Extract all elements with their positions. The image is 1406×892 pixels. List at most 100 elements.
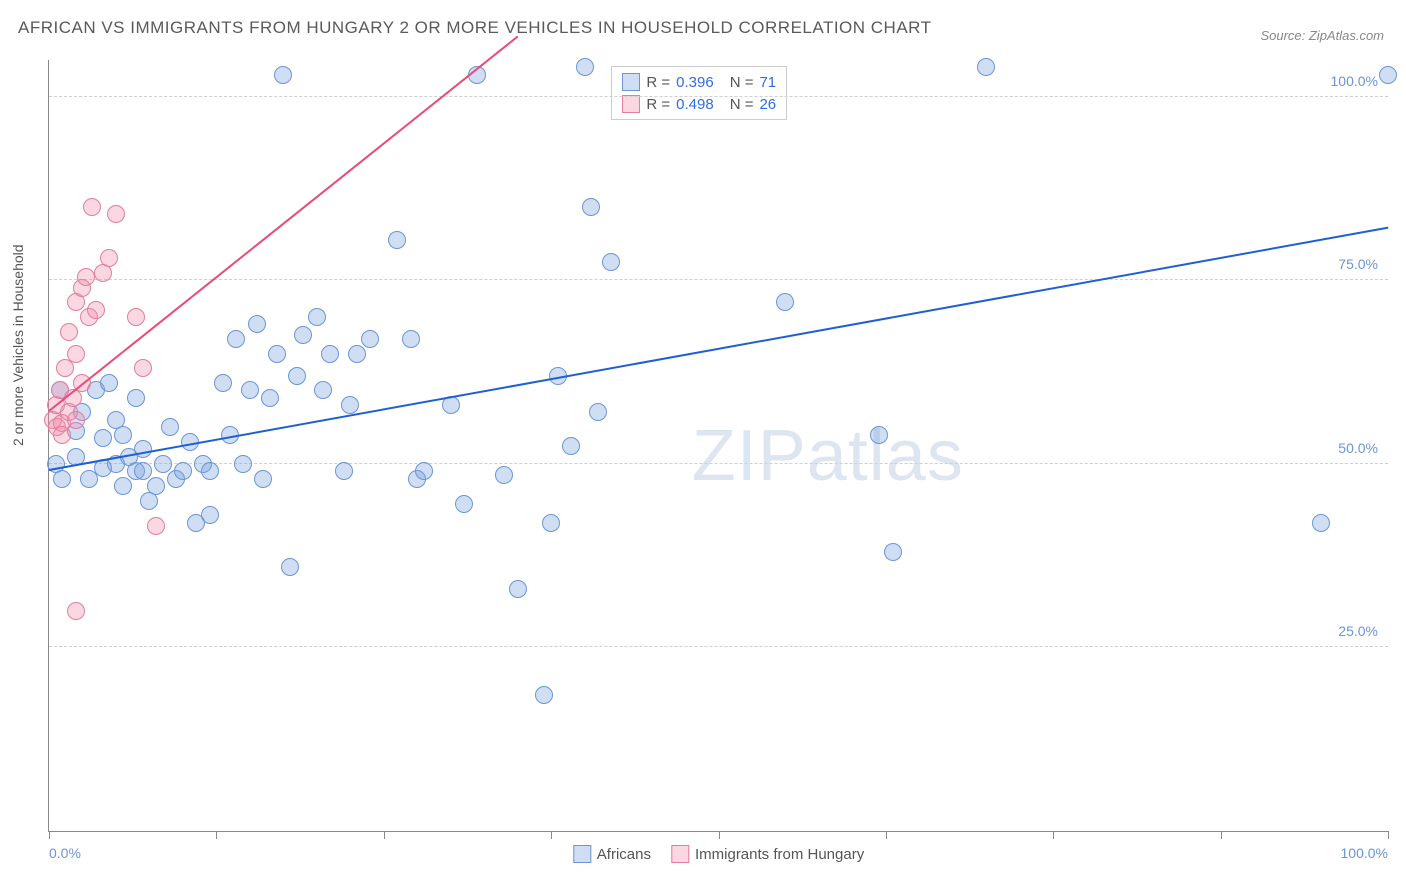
chart-title: AFRICAN VS IMMIGRANTS FROM HUNGARY 2 OR …: [18, 18, 932, 38]
data-point: [254, 470, 272, 488]
correlation-legend: R = 0.396 N = 71 R = 0.498 N = 26: [611, 66, 787, 120]
watermark: ZIPatlas: [692, 415, 964, 497]
data-point: [589, 403, 607, 421]
data-point: [495, 466, 513, 484]
data-point: [234, 455, 252, 473]
data-point: [60, 323, 78, 341]
n-label: N =: [730, 96, 754, 113]
data-point: [361, 330, 379, 348]
data-point: [281, 558, 299, 576]
y-tick-label: 100.0%: [1331, 73, 1378, 89]
data-point: [114, 426, 132, 444]
data-point: [509, 580, 527, 598]
data-point: [67, 411, 85, 429]
n-value: 26: [759, 96, 776, 113]
data-point: [127, 389, 145, 407]
y-axis-label: 2 or more Vehicles in Household: [10, 244, 26, 446]
data-point: [261, 389, 279, 407]
data-point: [288, 367, 306, 385]
data-point: [134, 359, 152, 377]
n-label: N =: [730, 74, 754, 91]
data-point: [53, 470, 71, 488]
x-tick: [886, 831, 887, 839]
data-point: [107, 205, 125, 223]
data-point: [602, 253, 620, 271]
data-point: [227, 330, 245, 348]
data-point: [241, 381, 259, 399]
data-point: [214, 374, 232, 392]
legend-label: Africans: [597, 846, 651, 863]
n-value: 71: [759, 74, 776, 91]
data-point: [67, 602, 85, 620]
source-attribution: Source: ZipAtlas.com: [1260, 28, 1384, 43]
y-tick-label: 25.0%: [1338, 623, 1378, 639]
data-point: [308, 308, 326, 326]
data-point: [314, 381, 332, 399]
data-point: [53, 426, 71, 444]
data-point: [294, 326, 312, 344]
data-point: [56, 359, 74, 377]
data-point: [977, 58, 995, 76]
x-tick: [551, 831, 552, 839]
legend-swatch: [573, 845, 591, 863]
data-point: [248, 315, 266, 333]
data-point: [127, 308, 145, 326]
data-point: [348, 345, 366, 363]
data-point: [870, 426, 888, 444]
data-point: [174, 462, 192, 480]
x-tick: [1221, 831, 1222, 839]
scatter-chart: ZIPatlas R =0.396N =71R =0.498N =26 Afri…: [48, 60, 1388, 832]
gridline: [49, 279, 1388, 280]
data-point: [415, 462, 433, 480]
data-point: [1312, 514, 1330, 532]
data-point: [582, 198, 600, 216]
data-point: [1379, 66, 1397, 84]
x-tick: [1053, 831, 1054, 839]
data-point: [201, 462, 219, 480]
r-value: 0.498: [676, 96, 714, 113]
gridline: [49, 646, 1388, 647]
series-legend: Africans Immigrants from Hungary: [573, 845, 864, 863]
data-point: [341, 396, 359, 414]
data-point: [83, 198, 101, 216]
data-point: [562, 437, 580, 455]
r-label: R =: [646, 74, 670, 91]
data-point: [134, 462, 152, 480]
data-point: [147, 517, 165, 535]
legend-item: Immigrants from Hungary: [671, 845, 864, 863]
data-point: [201, 506, 219, 524]
x-tick: [216, 831, 217, 839]
data-point: [67, 345, 85, 363]
data-point: [161, 418, 179, 436]
data-point: [268, 345, 286, 363]
y-tick-label: 75.0%: [1338, 256, 1378, 272]
legend-item: Africans: [573, 845, 651, 863]
gridline: [49, 96, 1388, 97]
legend-swatch: [671, 845, 689, 863]
data-point: [321, 345, 339, 363]
data-point: [388, 231, 406, 249]
r-value: 0.396: [676, 74, 714, 91]
data-point: [100, 249, 118, 267]
data-point: [576, 58, 594, 76]
data-point: [87, 301, 105, 319]
legend-label: Immigrants from Hungary: [695, 846, 864, 863]
data-point: [884, 543, 902, 561]
data-point: [542, 514, 560, 532]
legend-row: R = 0.396 N = 71: [622, 71, 776, 93]
x-tick: [719, 831, 720, 839]
legend-swatch: [622, 73, 640, 91]
r-label: R =: [646, 96, 670, 113]
x-axis-min-label: 0.0%: [49, 845, 81, 861]
data-point: [147, 477, 165, 495]
data-point: [402, 330, 420, 348]
data-point: [335, 462, 353, 480]
trend-line: [49, 227, 1388, 471]
data-point: [274, 66, 292, 84]
data-point: [535, 686, 553, 704]
x-tick: [49, 831, 50, 839]
legend-swatch: [622, 95, 640, 113]
data-point: [134, 440, 152, 458]
y-tick-label: 50.0%: [1338, 440, 1378, 456]
data-point: [154, 455, 172, 473]
